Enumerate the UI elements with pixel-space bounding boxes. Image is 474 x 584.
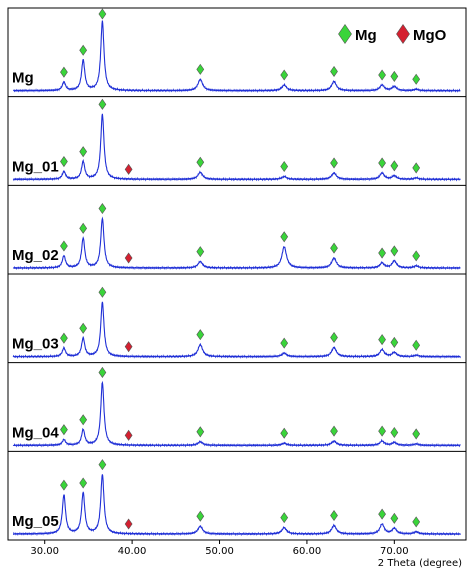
- mg-peak-marker: [280, 512, 289, 524]
- xrd-pattern-line: [12, 474, 461, 537]
- mg-peak-marker: [98, 366, 107, 378]
- mg-peak-marker: [98, 203, 107, 215]
- mg-peak-marker: [79, 44, 88, 56]
- panel-mg-04: Mg_04: [8, 362, 466, 448]
- mg-peak-marker: [378, 425, 386, 437]
- x-tick-label: 70.00: [380, 546, 409, 557]
- panel-label: Mg_05: [12, 513, 59, 530]
- mgo-peak-marker: [124, 252, 133, 264]
- panel-mg-01: Mg_01: [8, 96, 466, 182]
- mg-peak-marker: [60, 240, 68, 252]
- mg-peak-marker: [390, 512, 399, 524]
- panel-mg-02: Mg_02: [8, 184, 466, 271]
- mg-peak-marker: [60, 424, 68, 436]
- mg-peak-marker: [60, 332, 68, 344]
- mg-peak-marker: [79, 222, 88, 234]
- mg-peak-marker: [98, 8, 107, 20]
- mg-peak-marker: [196, 426, 205, 438]
- mg-peak-marker: [60, 156, 68, 168]
- xrd-pattern-line: [12, 301, 461, 359]
- mg-peak-marker: [280, 337, 289, 349]
- x-tick-label: 40.00: [118, 546, 147, 557]
- x-axis-title: 2 Theta (degree): [378, 558, 462, 569]
- mg-peak-marker: [98, 459, 107, 471]
- x-tick-label: 30.00: [30, 546, 59, 557]
- mg-peak-marker: [79, 322, 88, 334]
- x-tick-label: 50.00: [205, 546, 234, 557]
- mgo-peak-marker: [124, 518, 133, 530]
- mg-peak-marker: [378, 334, 386, 346]
- mg-peak-marker: [330, 425, 338, 437]
- mg-peak-marker: [196, 329, 205, 341]
- mg-peak-marker: [378, 69, 386, 81]
- mg-peak-marker: [98, 286, 107, 298]
- mg-peak-marker: [330, 509, 338, 522]
- mg-peak-marker: [390, 160, 399, 172]
- mg-peak-marker: [60, 66, 68, 78]
- xrd-pattern-line: [12, 380, 461, 448]
- mg-peak-marker: [378, 247, 386, 259]
- mgo-peak-marker: [124, 163, 133, 175]
- legend-mg-label: Mg: [355, 27, 377, 44]
- mg-peak-marker: [60, 479, 68, 491]
- xrd-pattern-line: [12, 113, 461, 182]
- xrd-pattern-line: [13, 20, 461, 93]
- legend-mgo-label: MgO: [413, 27, 447, 44]
- mg-peak-marker: [390, 245, 399, 257]
- mgo-peak-marker: [124, 341, 133, 353]
- mg-peak-marker: [330, 242, 338, 254]
- mg-peak-marker: [390, 336, 399, 348]
- mg-peak-marker: [378, 157, 386, 169]
- panel-mg-05: Mg_05: [8, 450, 466, 537]
- mg-peak-marker: [280, 231, 289, 243]
- mg-peak-marker: [98, 98, 107, 110]
- panel-label: Mg_03: [12, 336, 59, 353]
- mg-peak-marker: [412, 339, 421, 351]
- xrd-pattern-line: [12, 216, 461, 271]
- panel-mg: Mg: [12, 8, 461, 93]
- panel-label: Mg_02: [12, 247, 59, 264]
- mg-peak-marker: [412, 73, 421, 85]
- panel-mg-03: Mg_03: [8, 273, 466, 359]
- mg-peak-marker: [79, 477, 88, 489]
- panel-label: Mg_04: [12, 424, 59, 441]
- mg-peak-marker: [330, 65, 338, 78]
- mg-peak-marker: [412, 250, 421, 262]
- mg-peak-marker: [390, 70, 399, 82]
- mg-peak-marker: [196, 510, 205, 522]
- mg-peak-marker: [412, 428, 421, 440]
- mg-peak-marker: [79, 414, 88, 426]
- mg-peak-marker: [378, 508, 386, 520]
- x-axis: 30.00 40.00 50.00 60.00 70.00: [30, 540, 409, 557]
- mg-peak-marker: [280, 160, 289, 173]
- panels-layer: Mg Mg_01 Mg_02 Mg_03 Mg_04 Mg_05: [8, 8, 466, 537]
- mg-peak-marker: [330, 157, 338, 169]
- mg-peak-marker: [330, 331, 338, 344]
- mg-peak-marker: [412, 162, 421, 174]
- mg-peak-marker: [280, 69, 289, 81]
- mg-peak-marker: [196, 63, 205, 75]
- mg-peak-marker: [79, 146, 88, 158]
- legend-mg-marker: [338, 23, 352, 45]
- x-tick-label: 60.00: [293, 546, 322, 557]
- mg-peak-marker: [412, 516, 421, 528]
- mg-peak-marker: [280, 427, 289, 439]
- mg-peak-marker: [196, 246, 205, 258]
- mg-peak-marker: [196, 156, 205, 168]
- panel-label: Mg: [12, 70, 34, 87]
- legend: Mg MgO: [338, 23, 447, 45]
- panel-label: Mg_01: [12, 158, 59, 175]
- mgo-peak-marker: [124, 429, 133, 441]
- legend-mgo-marker: [396, 23, 410, 45]
- mg-peak-marker: [390, 426, 399, 439]
